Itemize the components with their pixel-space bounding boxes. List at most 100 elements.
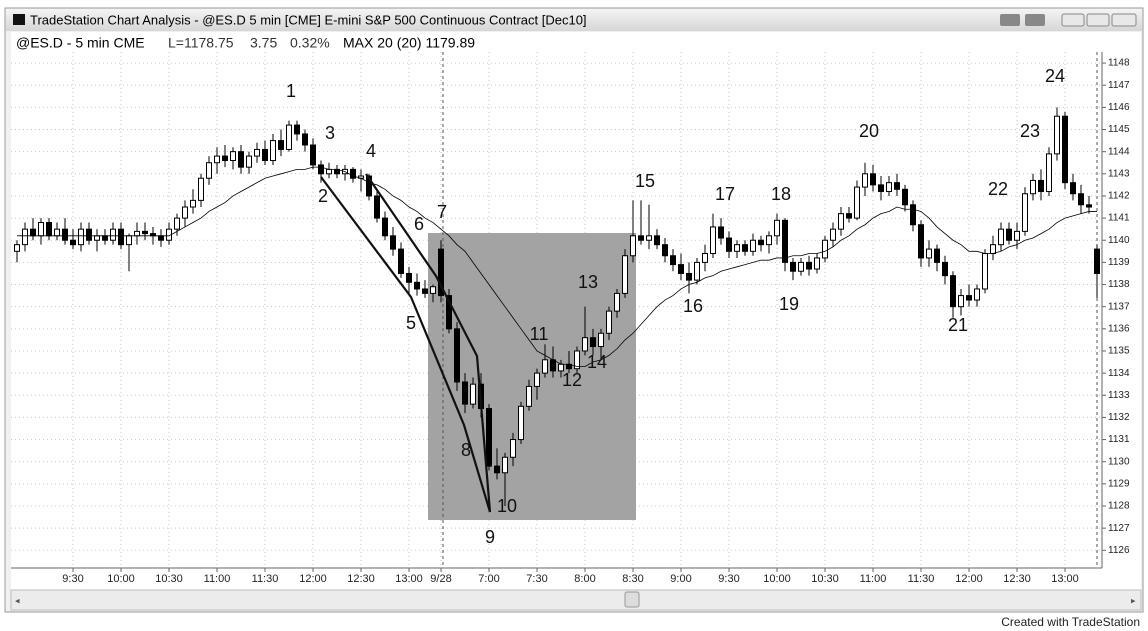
trendline [365,173,492,513]
candle-body [766,235,772,246]
candle-body [454,328,460,383]
info-percent: 0.32% [290,35,330,51]
candle-body [990,244,996,255]
candle-body [1094,248,1100,274]
info-symbol: @ES.D - 5 min CME [16,35,145,51]
title-bar [6,9,1142,31]
candle-body [678,264,684,274]
annotation-label: 4 [366,141,376,161]
y-tick-label: 1143 [1108,168,1130,179]
candle-body [926,248,932,259]
candle-body [286,124,292,150]
trendline [320,176,492,513]
candle-body [590,337,596,348]
candle-body [54,228,60,237]
candle-body [998,228,1004,246]
window-title: TradeStation Chart Analysis - @ES.D 5 mi… [30,12,587,27]
x-tick-label: 13:00 [1051,573,1079,585]
candle-body [318,164,324,175]
candle-body [614,292,620,312]
candle-body [518,405,524,441]
candle-body [750,239,756,252]
x-tick-label: 8:00 [574,573,595,585]
candle-body [694,261,700,281]
y-tick-label: 1127 [1108,523,1130,534]
candle-body [422,288,428,294]
candle-body [934,248,940,263]
button[interactable] [1000,14,1020,26]
maximize-button[interactable] [1086,13,1110,27]
annotation-label: 20 [859,121,879,141]
annotation-label: 6 [414,214,424,234]
annotation-label: 21 [948,315,968,335]
grid: 1126112711281129113011311132113311341135… [11,52,1130,585]
candle-body [246,155,252,168]
candle-body [886,182,892,193]
candle-body [414,281,420,290]
close-button[interactable] [1111,13,1137,27]
candle-body [382,217,388,237]
annotation-label: 19 [779,294,799,314]
candle-body [806,261,812,270]
candle-body [206,162,212,179]
y-tick-label: 1129 [1108,478,1130,489]
candle-body [86,228,92,241]
candle-body [902,188,908,206]
candle-body [662,244,668,257]
trendlines [320,173,492,513]
y-tick-label: 1142 [1108,191,1130,202]
candle-body [1038,179,1044,193]
candle-body [262,148,268,162]
annotation-label: 2 [318,186,328,206]
candle-body [670,255,676,266]
candle-body [742,244,748,252]
candle-body [622,255,628,294]
candle-body [14,244,20,252]
candle-body [118,228,124,246]
x-tick-label: 10:30 [155,573,183,585]
candle-body [734,244,740,252]
minimize-button[interactable] [1061,13,1085,27]
x-tick-label: 9/28 [430,573,451,585]
candle-body [526,385,532,407]
button[interactable] [1025,14,1045,26]
candle-body [310,144,316,166]
scroll-thumb[interactable] [624,591,640,608]
annotation-label: 24 [1045,66,1065,86]
info-change: 3.75 [250,35,277,51]
candle-body [198,177,204,201]
scroll-left[interactable]: ◂ [15,595,20,605]
candle-body [1062,115,1068,184]
candle-body [838,213,844,230]
candle-body [870,173,876,186]
candle-body [70,239,76,246]
candle-body [406,272,412,283]
candle-body [710,226,716,255]
scroll-right[interactable]: ▸ [1131,595,1136,605]
candle-body [798,261,804,272]
x-tick-label: 12:30 [347,573,375,585]
annotation-label: 1 [286,81,296,101]
candle-body [1086,204,1092,208]
highlight-box [428,233,636,520]
x-tick-label: 9:30 [718,573,739,585]
y-tick-label: 1141 [1108,213,1130,224]
window-buttons [1000,13,1137,27]
candle-body [830,228,836,241]
candle-body [22,228,28,246]
moving-average [17,166,1097,367]
y-tick-label: 1144 [1108,146,1130,157]
x-tick-label: 12:00 [299,573,327,585]
candle-body [1022,193,1028,232]
y-tick-label: 1135 [1108,346,1130,357]
candle-body [982,253,988,290]
candle-body [1006,228,1012,241]
scrollbar[interactable] [10,589,1142,611]
x-tick-label: 10:30 [811,573,839,585]
candle-body [302,133,308,146]
candle-body [174,217,180,230]
candle-body [470,383,476,405]
candle-body [126,235,132,246]
candle-body [94,235,100,241]
candle-body [846,213,852,219]
